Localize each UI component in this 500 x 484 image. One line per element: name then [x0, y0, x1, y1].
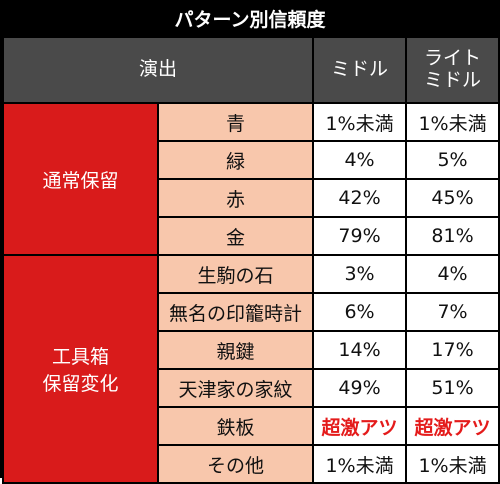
row-label: 生駒の石 [156, 254, 315, 294]
value-middle: 3% [312, 254, 408, 294]
reliability-table: 演出 ミドル ライト ミドル 通常保留 青 1%未満 1%未満 緑 4% 5% … [1, 36, 500, 484]
table-row: 工具箱 保留変化 生駒の石 3% 4% [2, 254, 500, 484]
value-middle: 79% [312, 216, 408, 256]
value-light-middle: 4% [405, 254, 500, 294]
value-light-middle: 5% [405, 140, 500, 180]
value-light-middle: 81% [405, 216, 500, 256]
table-row: 金 79% 81% [3, 216, 500, 256]
value-light-middle: 1%未満 [405, 444, 500, 484]
row-label: 青 [156, 102, 315, 142]
row-label: 鉄板 [156, 406, 315, 446]
header-light-middle-line2: ミドル [424, 69, 482, 91]
table-row: 親鍵 14% 17% [3, 330, 500, 370]
table-row: 通常保留 青 1%未満 1%未満 [2, 102, 500, 256]
row-label: 親鍵 [156, 330, 315, 370]
table-row: 赤 42% 45% [3, 178, 500, 218]
group-name-line2: 保留変化 [42, 373, 119, 395]
value-light-middle: 45% [405, 178, 500, 218]
header-presentation: 演出 [1, 36, 315, 104]
value-light-middle-hot: 超激アツ [405, 406, 500, 446]
value-light-middle: 7% [405, 292, 500, 332]
value-light-middle: 51% [405, 368, 500, 408]
value-middle: 49% [312, 368, 408, 408]
value-middle: 4% [312, 140, 408, 180]
value-middle: 1%未満 [312, 102, 408, 142]
group-name-line1: 工具箱 [51, 346, 109, 368]
table-row: 鉄板 超激アツ 超激アツ [3, 406, 500, 446]
row-label: その他 [156, 444, 315, 484]
table-row: その他 1%未満 1%未満 [3, 444, 500, 484]
panel-title: パターン別信頼度 [0, 0, 500, 36]
group-normal-hold: 通常保留 [2, 102, 159, 256]
value-light-middle: 1%未満 [405, 102, 500, 142]
value-light-middle: 17% [405, 330, 500, 370]
table-row: 天津家の家紋 49% 51% [3, 368, 500, 408]
table-header-row: 演出 ミドル ライト ミドル [1, 36, 500, 104]
header-middle: ミドル [312, 36, 408, 104]
row-label: 緑 [156, 140, 315, 180]
group-toolbox-hold-change: 工具箱 保留変化 [2, 254, 159, 484]
table-row: 無名の印籠時計 6% 7% [3, 292, 500, 332]
header-light-middle: ライト ミドル [405, 36, 500, 104]
value-middle-hot: 超激アツ [312, 406, 408, 446]
row-label: 金 [156, 216, 315, 256]
row-label: 天津家の家紋 [156, 368, 315, 408]
value-middle: 6% [312, 292, 408, 332]
value-middle: 14% [312, 330, 408, 370]
row-label: 無名の印籠時計 [156, 292, 315, 332]
row-label: 赤 [156, 178, 315, 218]
table-row: 緑 4% 5% [3, 140, 500, 180]
value-middle: 1%未満 [312, 444, 408, 484]
header-light-middle-line1: ライト [424, 47, 482, 70]
value-middle: 42% [312, 178, 408, 218]
